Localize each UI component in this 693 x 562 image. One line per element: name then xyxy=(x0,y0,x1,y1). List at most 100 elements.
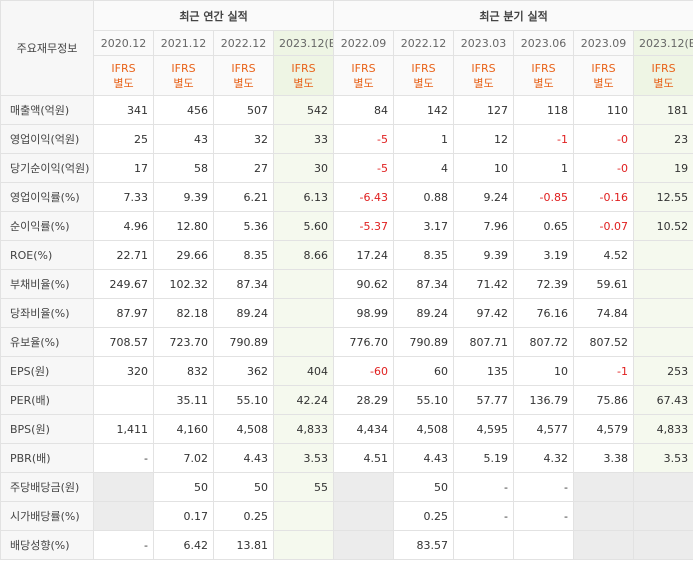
value-cell: 8.35 xyxy=(213,240,274,270)
value-cell: 6.21 xyxy=(213,182,274,212)
value-cell: 790.89 xyxy=(213,327,274,357)
value-cell: 4.52 xyxy=(573,240,635,270)
value-cell: 456 xyxy=(153,95,214,125)
corner-header: 주요재무정보 xyxy=(0,0,94,96)
row-label: 당좌비율(%) xyxy=(0,298,94,328)
standard-text: 별도 xyxy=(113,76,134,90)
data-row: 부채비율(%) 249.67 102.32 87.34 90.62 87.34 71.42 7… xyxy=(0,269,693,299)
value-cell: 13.81 xyxy=(213,530,274,560)
value-cell: 3.19 xyxy=(513,240,575,270)
value-cell: 723.70 xyxy=(153,327,214,357)
value-cell xyxy=(272,269,335,299)
value-cell: 17 xyxy=(93,153,154,183)
value-cell: 253 xyxy=(633,356,693,386)
standard-text: 별도 xyxy=(593,76,614,90)
value-cell: 90.62 xyxy=(333,269,395,299)
value-cell: 59.61 xyxy=(573,269,635,299)
value-cell: 33 xyxy=(272,124,335,154)
value-cell: 404 xyxy=(272,356,335,386)
value-cell: 0.25 xyxy=(213,501,274,531)
row-label: 영업이익률(%) xyxy=(0,182,94,212)
value-cell: 60 xyxy=(393,356,455,386)
value-cell xyxy=(573,472,635,502)
value-cell: 89.24 xyxy=(393,298,455,328)
value-cell: - xyxy=(513,472,575,502)
value-cell: 50 xyxy=(153,472,214,502)
value-cell: 8.66 xyxy=(272,240,335,270)
value-cell xyxy=(333,530,395,560)
value-cell xyxy=(93,472,154,502)
value-cell: 89.24 xyxy=(213,298,274,328)
value-cell: 82.18 xyxy=(153,298,214,328)
value-cell: 776.70 xyxy=(333,327,395,357)
value-cell: -5.37 xyxy=(333,211,395,241)
value-cell: 98.99 xyxy=(333,298,395,328)
value-cell: - xyxy=(93,530,154,560)
value-cell: 320 xyxy=(93,356,154,386)
value-cell xyxy=(272,327,335,357)
value-cell: 50 xyxy=(213,472,274,502)
value-cell: 12 xyxy=(453,124,515,154)
value-cell: 1,411 xyxy=(93,414,154,444)
value-cell: 32 xyxy=(213,124,274,154)
value-cell: 341 xyxy=(93,95,154,125)
value-cell: -0.07 xyxy=(573,211,635,241)
period-header: 2022.09 xyxy=(333,30,395,56)
standard-header: IFRS 별도 xyxy=(93,55,154,96)
value-cell xyxy=(453,530,515,560)
data-row: 당좌비율(%) 87.97 82.18 89.24 98.99 89.24 97.42 76.… xyxy=(0,298,693,328)
value-cell: 127 xyxy=(453,95,515,125)
value-cell: 4,577 xyxy=(513,414,575,444)
value-cell: 142 xyxy=(393,95,455,125)
value-cell: 0.17 xyxy=(153,501,214,531)
value-cell: 7.33 xyxy=(93,182,154,212)
value-cell xyxy=(633,472,693,502)
value-cell: 55 xyxy=(272,472,335,502)
data-row: 배당성향(%) -6.42 13.81 83.57 xyxy=(0,530,693,560)
value-cell: 110 xyxy=(573,95,635,125)
value-cell: 6.42 xyxy=(153,530,214,560)
value-cell: 4,595 xyxy=(453,414,515,444)
value-cell: 118 xyxy=(513,95,575,125)
value-cell xyxy=(633,501,693,531)
data-row: 주당배당금(원) 50 50 55 50- - xyxy=(0,472,693,502)
value-cell: 4.96 xyxy=(93,211,154,241)
value-cell: -1 xyxy=(513,124,575,154)
value-cell: 83.57 xyxy=(393,530,455,560)
value-cell: -0.16 xyxy=(573,182,635,212)
value-cell: 17.24 xyxy=(333,240,395,270)
value-cell: 4.43 xyxy=(393,443,455,473)
standard-text: IFRS xyxy=(411,61,436,75)
standard-text: IFRS xyxy=(471,61,496,75)
group-header: 최근 분기 실적 xyxy=(333,0,693,31)
data-row: ROE(%) 22.71 29.66 8.35 8.66 17.24 8.35 9.39 3.1… xyxy=(0,240,693,270)
value-cell: 4,579 xyxy=(573,414,635,444)
period-header: 2023.06 xyxy=(513,30,575,56)
value-cell: 71.42 xyxy=(453,269,515,299)
value-cell: 4,508 xyxy=(393,414,455,444)
period-header: 2023.12(E) xyxy=(633,30,693,56)
value-cell: 76.16 xyxy=(513,298,575,328)
value-cell: 7.02 xyxy=(153,443,214,473)
data-row: 매출액(억원) 341 456 507 542 84 142 127 118 110 181 xyxy=(0,95,693,125)
value-cell: 181 xyxy=(633,95,693,125)
standard-header: IFRS 별도 xyxy=(633,55,693,96)
value-cell: 42.24 xyxy=(272,385,335,415)
value-cell: 29.66 xyxy=(153,240,214,270)
value-cell: 87.97 xyxy=(93,298,154,328)
standard-header: IFRS 별도 xyxy=(213,55,274,96)
value-cell: 5.36 xyxy=(213,211,274,241)
value-cell: 9.39 xyxy=(153,182,214,212)
value-cell: 28.29 xyxy=(333,385,395,415)
standard-header: IFRS 별도 xyxy=(272,55,335,96)
value-cell: 55.10 xyxy=(213,385,274,415)
group-header: 최근 연간 실적 xyxy=(92,0,335,31)
value-cell: 6.13 xyxy=(272,182,335,212)
value-cell: - xyxy=(513,501,575,531)
row-label: 순이익률(%) xyxy=(0,211,94,241)
standard-text: IFRS xyxy=(291,61,316,75)
period-header: 2023.12(E) xyxy=(272,30,335,56)
data-row: 당기순이익(억원) 17 58 27 30 -5 4 10 1 -0 19 xyxy=(0,153,693,183)
value-cell: 4.43 xyxy=(213,443,274,473)
